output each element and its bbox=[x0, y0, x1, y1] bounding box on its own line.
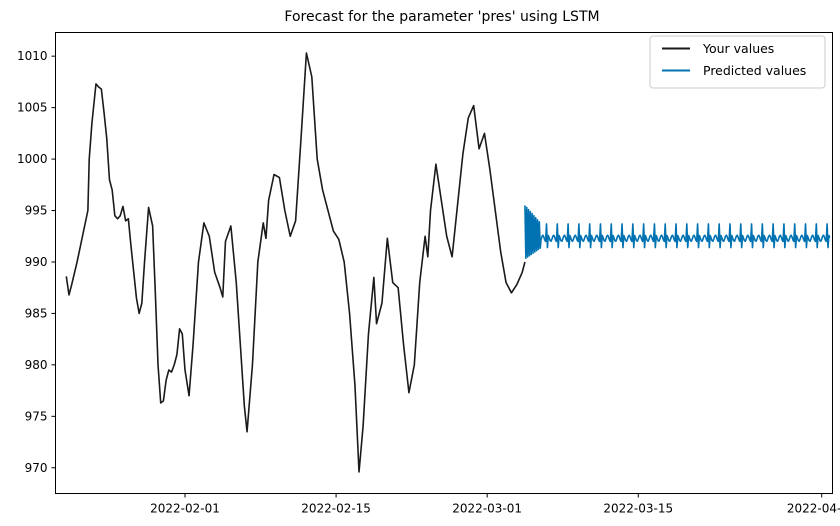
legend-label-predicted-values: Predicted values bbox=[703, 63, 806, 78]
y-tick-label: 985 bbox=[25, 306, 48, 320]
x-tick-label: 2022-03-01 bbox=[452, 502, 522, 516]
y-tick-label: 990 bbox=[25, 255, 48, 269]
y-tick-label: 975 bbox=[25, 409, 48, 423]
plot-area bbox=[65, 52, 831, 473]
x-axis: 2022-02-01 2022-02-15 2022-03-01 2022-03-15… bbox=[150, 493, 840, 516]
y-tick-label: 995 bbox=[25, 204, 48, 218]
y-tick-label: 970 bbox=[25, 461, 48, 475]
y-tick-label: 1005 bbox=[17, 101, 48, 115]
plot-frame bbox=[55, 32, 833, 494]
x-tick-label: 2022-02-15 bbox=[301, 502, 371, 516]
legend: Your values Predicted values bbox=[649, 35, 826, 89]
legend-label-your-values: Your values bbox=[702, 41, 774, 56]
series-line-your-values bbox=[65, 52, 526, 473]
chart-title: Forecast for the parameter 'pres' using … bbox=[284, 9, 599, 25]
x-tick-label: 2022-03-15 bbox=[603, 502, 673, 516]
series-line-predicted-values bbox=[524, 205, 831, 260]
y-tick-label: 1010 bbox=[17, 49, 48, 63]
y-tick-label: 1000 bbox=[17, 152, 48, 166]
x-tick-label: 2022-04-01 bbox=[787, 502, 840, 516]
y-tick-label: 980 bbox=[25, 358, 48, 372]
y-axis: 970 975 980 985 990 995 1000 1005 1010 bbox=[17, 49, 56, 475]
x-tick-label: 2022-02-01 bbox=[150, 502, 220, 516]
legend-box bbox=[649, 35, 826, 89]
